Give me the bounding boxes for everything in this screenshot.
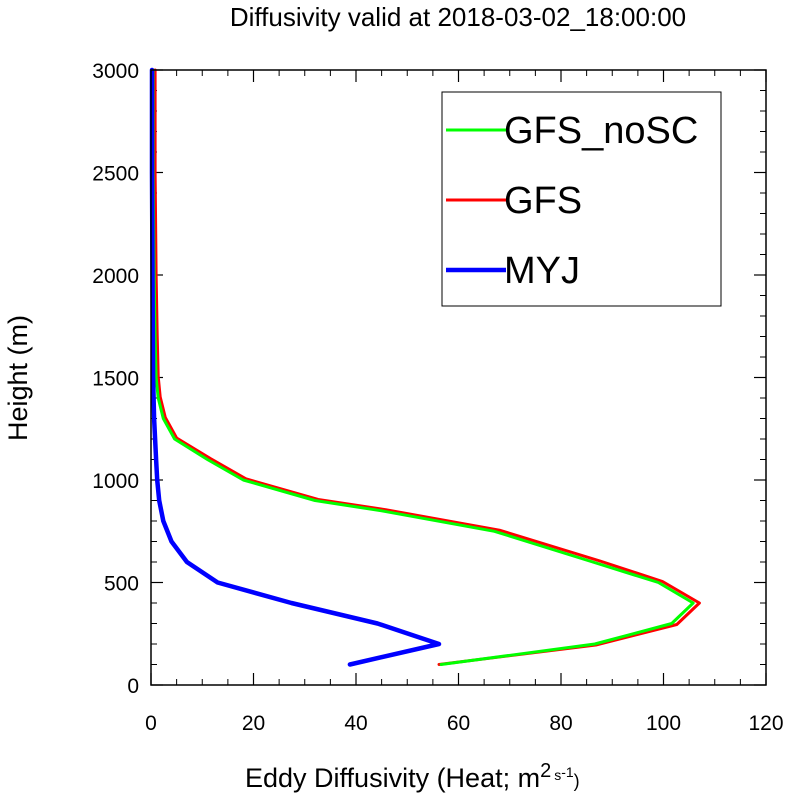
y-tick-label: 1000: [92, 470, 139, 493]
series-lines: [149, 67, 701, 667]
tick-labels: 0 20 40 60 80 100 120 0 500 1000 1500 2000 2500 3000: [92, 60, 783, 735]
x-axis-label-end: ): [574, 771, 580, 791]
legend-label-myj: MYJ: [504, 250, 580, 292]
x-tick-label: 120: [748, 712, 783, 735]
legend-label-gfs-nosc: GFS_noSC: [504, 110, 698, 152]
x-tick-label: 20: [242, 712, 265, 735]
y-tick-label: 0: [127, 675, 139, 698]
y-tick-label: 3000: [92, 60, 139, 83]
y-tick-label: 2000: [92, 265, 139, 288]
series-line-myj: [149, 67, 442, 667]
x-axis-label: Eddy Diffusivity (Heat; m2 s-1): [245, 760, 580, 793]
legend-items: GFS_noSC GFS MYJ: [446, 110, 698, 292]
x-axis-label-unit: s: [554, 767, 561, 783]
x-axis-label-main: Eddy Diffusivity (Heat; m: [245, 763, 540, 793]
y-tick-label: 2500: [92, 163, 139, 186]
plot-frame: [150, 69, 767, 686]
legend-label-gfs: GFS: [504, 180, 582, 222]
y-axis-label: Height (m): [3, 315, 33, 441]
x-tick-label: 0: [145, 712, 157, 735]
x-tick-label: 80: [549, 712, 572, 735]
x-tick-label: 100: [646, 712, 681, 735]
x-tick-label: 60: [447, 712, 470, 735]
legend: GFS_noSC GFS MYJ: [441, 91, 722, 307]
chart-title: Diffusivity valid at 2018-03-02_18:00:00: [230, 2, 686, 32]
x-tick-label: 40: [344, 712, 367, 735]
y-tick-label: 500: [104, 573, 139, 596]
x-axis-label-sup2: -1: [561, 764, 574, 780]
y-tick-label: 1500: [92, 368, 139, 391]
x-axis-label-sup1: 2: [540, 760, 551, 782]
series-line-gfs: [153, 68, 701, 666]
